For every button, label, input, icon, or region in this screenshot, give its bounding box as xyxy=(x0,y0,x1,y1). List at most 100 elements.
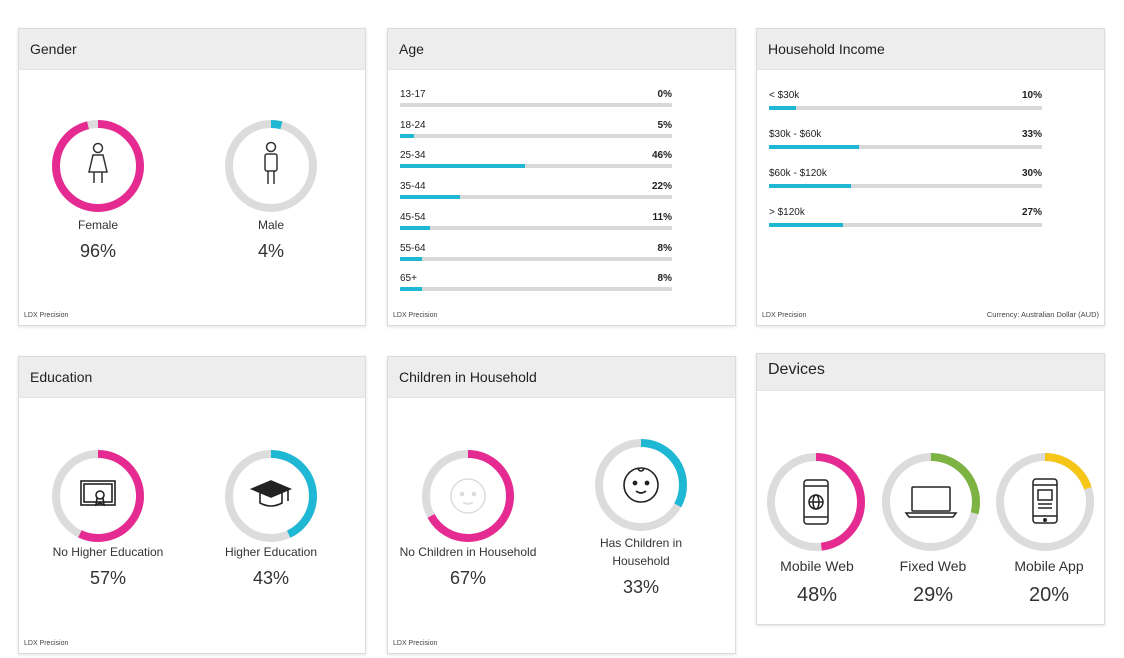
no-higher-education-label: No Higher Education xyxy=(52,545,164,559)
income-card: Household Income < $30k 10% $30k - $60k 33%… xyxy=(756,28,1105,326)
has-children-label-line1: Has Children in xyxy=(599,536,683,550)
mobile-web-icon xyxy=(803,479,829,525)
gender-card: Gender Female 96% Male 4% LDX Precision xyxy=(18,28,366,326)
income-bar-label: > $120k xyxy=(769,207,805,218)
female-icon xyxy=(88,142,108,183)
no-children-label: No Children in Household xyxy=(399,545,537,559)
income-bar-track xyxy=(769,223,1042,227)
income-bar-value: 33% xyxy=(1021,129,1042,140)
income-bar-row: $60k - $120k 30% xyxy=(769,168,1042,188)
female-label: Female xyxy=(77,218,118,232)
no-children-donut xyxy=(422,450,514,542)
fixed-web-value: 29% xyxy=(912,584,954,606)
female-donut xyxy=(52,120,144,212)
age-bar-row: 13-17 0% xyxy=(400,89,672,109)
age-bar-row: 18-24 5% xyxy=(400,120,672,140)
male-value: 4% xyxy=(257,241,284,261)
age-bar-row: 65+ 8% xyxy=(400,273,672,293)
no-higher-education-value: 57% xyxy=(89,568,127,588)
age-bar-value: 11% xyxy=(652,211,672,223)
income-bar-track xyxy=(769,106,1042,110)
age-bar-track xyxy=(400,133,672,138)
income-bar-fill xyxy=(769,184,851,188)
income-bar-track xyxy=(769,184,1042,188)
certificate-icon xyxy=(80,480,116,507)
mobile-app-label: Mobile App xyxy=(1014,558,1084,574)
age-bar-value: 8% xyxy=(657,273,672,285)
mobile-app-value: 20% xyxy=(1028,584,1070,606)
male-label: Male xyxy=(257,218,284,232)
age-bar-row: 45-54 11% xyxy=(400,212,672,232)
age-bar-fill xyxy=(400,133,414,138)
age-bar-value: 8% xyxy=(657,242,672,254)
gender-title: Gender xyxy=(19,29,365,70)
income-bar-value: 30% xyxy=(1021,168,1042,179)
gender-footer: LDX Precision xyxy=(24,312,69,319)
devices-card: Devices Mobile Web 48% Fixed Web 29% xyxy=(756,353,1105,625)
age-bar-value: 46% xyxy=(651,150,672,162)
has-children-label-line2: Household xyxy=(612,554,670,568)
devices-title: Devices xyxy=(757,354,1104,391)
no-children-value: 67% xyxy=(449,568,487,588)
children-title: Children in Household xyxy=(388,357,735,398)
age-bar-label: 45-54 xyxy=(400,211,426,223)
has-children-donut xyxy=(595,439,687,531)
age-bar-row: 35-44 22% xyxy=(400,181,672,201)
age-bar-label: 13-17 xyxy=(400,89,426,100)
age-bar-value: 22% xyxy=(651,181,672,193)
age-bar-track xyxy=(400,225,672,230)
age-bar-label: 18-24 xyxy=(400,119,426,131)
baby-face-icon xyxy=(623,467,659,503)
female-value: 96% xyxy=(79,241,117,261)
mobile-web-label: Mobile Web xyxy=(780,558,854,574)
age-footer: LDX Precision xyxy=(393,312,438,319)
male-icon xyxy=(264,141,278,184)
children-footer: LDX Precision xyxy=(393,640,438,647)
fixed-web-donut xyxy=(882,453,980,551)
income-bar-label: < $30k xyxy=(769,90,800,101)
age-bar-fill xyxy=(400,225,430,230)
age-bar-value: 5% xyxy=(657,119,672,131)
age-bar-fill xyxy=(400,287,422,292)
age-bar-row: 55-64 8% xyxy=(400,243,672,263)
no-higher-education-donut xyxy=(52,450,144,542)
male-donut xyxy=(225,120,317,212)
education-card: Education No Higher Education 57% Higher… xyxy=(18,356,366,654)
age-bar-track xyxy=(400,195,672,200)
age-bar-label: 65+ xyxy=(400,273,417,285)
age-bar-track xyxy=(400,287,672,292)
has-children-value: 33% xyxy=(622,577,660,597)
income-bar-fill xyxy=(769,106,797,110)
age-bar-label: 55-64 xyxy=(400,242,426,254)
mobile-web-donut xyxy=(767,453,865,551)
age-bar-row: 25-34 46% xyxy=(400,150,672,170)
age-bar-track xyxy=(400,164,672,169)
age-bar-label: 25-34 xyxy=(400,150,426,162)
children-card: Children in Household No Children in Hou… xyxy=(387,356,736,654)
income-bar-value: 10% xyxy=(1021,90,1042,101)
baby-face-faded-icon xyxy=(450,478,486,514)
income-bar-label: $60k - $120k xyxy=(769,168,827,179)
graduation-cap-icon xyxy=(249,480,293,507)
income-bar-label: $30k - $60k xyxy=(769,129,822,140)
mobile-app-donut xyxy=(996,453,1094,551)
income-currency: Currency: Australian Dollar (AUD) xyxy=(986,310,1099,319)
age-bar-track xyxy=(400,256,672,261)
income-bar-value: 27% xyxy=(1021,207,1042,218)
income-title: Household Income xyxy=(757,29,1104,70)
income-bar-row: > $120k 27% xyxy=(769,207,1042,227)
income-bar-fill xyxy=(769,145,860,149)
income-bar-row: $30k - $60k 33% xyxy=(769,129,1042,149)
has-children-label: Has Children in Household xyxy=(577,534,705,570)
income-footer: LDX Precision xyxy=(762,312,807,319)
mobile-app-icon xyxy=(1032,478,1058,524)
mobile-web-value: 48% xyxy=(796,584,838,606)
fixed-web-label: Fixed Web xyxy=(899,558,967,574)
income-bar-track xyxy=(769,145,1042,149)
age-bar-fill xyxy=(400,256,422,261)
income-bar-fill xyxy=(769,223,843,227)
age-bar-label: 35-44 xyxy=(400,181,426,193)
education-title: Education xyxy=(19,357,365,398)
age-bar-fill xyxy=(400,164,526,169)
age-bar-fill xyxy=(400,195,460,200)
